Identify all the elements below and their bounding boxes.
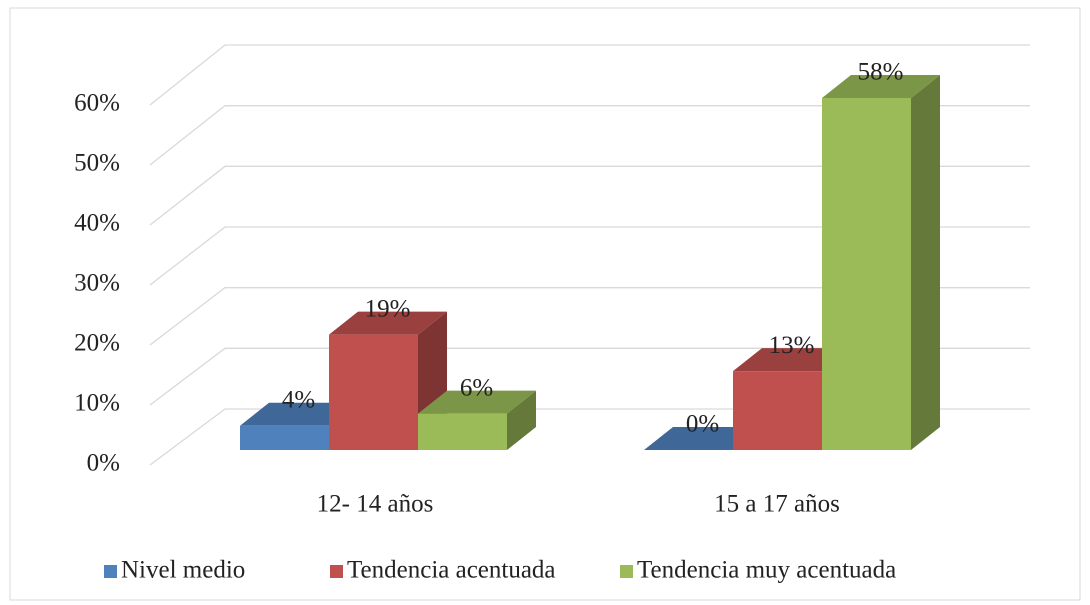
value-label: 58% [858, 59, 904, 86]
y-tick-label: 30% [74, 270, 120, 297]
y-tick-label: 10% [74, 390, 120, 417]
bar-top [240, 402, 358, 426]
value-label: 19% [365, 295, 411, 322]
legend-swatch [620, 565, 633, 578]
y-tick-label: 0% [87, 450, 120, 477]
legend-swatch [104, 565, 117, 578]
grid-line [149, 287, 1030, 346]
value-label: 0% [686, 411, 719, 438]
bar-side [911, 74, 940, 450]
bar-side [507, 390, 536, 450]
bar-top [418, 390, 536, 414]
grid-line [149, 44, 1030, 106]
bar-front [418, 413, 507, 450]
y-tick-label: 60% [74, 90, 120, 117]
legend-label: Nivel medio [121, 557, 245, 584]
bar-top [329, 311, 447, 335]
y-tick-label: 50% [74, 150, 120, 177]
value-label: 6% [460, 374, 493, 401]
bar-top [644, 427, 762, 450]
bar-top [733, 348, 851, 372]
x-tick-label: 12- 14 años [317, 491, 434, 518]
legend-swatch [330, 565, 343, 578]
bar [418, 390, 536, 450]
bar-front [329, 334, 418, 450]
grid-line [149, 105, 1030, 166]
grid-line [149, 347, 1030, 406]
bar-front [733, 371, 822, 450]
value-label: 4% [282, 386, 315, 413]
x-tick-label: 15 a 17 años [714, 491, 840, 518]
legend-label: Tendencia acentuada [347, 557, 556, 584]
grid-line [149, 226, 1030, 286]
y-tick-label: 40% [74, 210, 120, 237]
bar-front [822, 97, 911, 450]
bar-top [822, 74, 940, 98]
value-label: 13% [769, 332, 815, 359]
y-tick-label: 20% [74, 330, 120, 357]
bar-front [240, 425, 329, 450]
legend-label: Tendencia muy acentuada [637, 557, 896, 584]
bar [644, 427, 762, 450]
grid-line [149, 165, 1030, 226]
bar [822, 74, 940, 450]
